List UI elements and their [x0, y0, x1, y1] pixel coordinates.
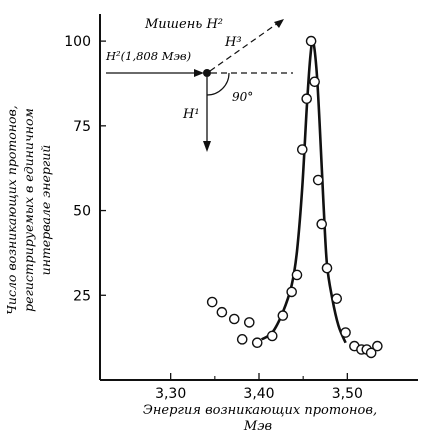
reaction-schematic: Мишень H² H²(1,808 Мэв) H³ H¹ 90°: [105, 17, 293, 152]
data-point: [243, 317, 255, 328]
h3-arrowhead: [274, 19, 284, 28]
data-point: [296, 144, 308, 155]
x-tick-label: 3,40: [243, 386, 274, 402]
h1-arrowhead: [203, 141, 211, 152]
h3-dashed-arrow: [209, 22, 279, 72]
angle-label: 90°: [232, 90, 253, 104]
data-point: [301, 93, 313, 105]
beam-arrowhead: [194, 69, 204, 77]
data-point: [216, 306, 228, 318]
y-ticks: 25 50 75 100: [64, 34, 106, 304]
data-point: [331, 293, 343, 304]
y-axis-label-line-2: регистрируемых в единичном: [21, 108, 36, 312]
data-point: [340, 327, 351, 338]
x-ticks: 3,30 3,40 3,50: [155, 373, 363, 402]
y-tick-label: 25: [73, 288, 91, 304]
target-dot: [203, 69, 211, 77]
data-point: [206, 296, 218, 308]
data-points: [206, 35, 383, 359]
data-point: [309, 76, 320, 88]
beam-label: H²(1,808 Мэв): [105, 49, 191, 63]
data-point: [316, 218, 328, 230]
data-point: [266, 330, 278, 342]
y-axis-label-line-3: интервале энергий: [38, 145, 53, 276]
data-point: [365, 347, 377, 359]
y-axis-label: Число возникающих протонов, регистрируем…: [4, 105, 53, 315]
x-tick-label: 3,30: [155, 386, 186, 402]
h1-label: H¹: [182, 107, 200, 122]
y-tick-label: 75: [73, 119, 91, 135]
data-point: [277, 310, 289, 321]
x-axis-label-line-2: Мэв: [243, 419, 272, 434]
y-axis-label-line-1: Число возникающих протонов,: [4, 105, 19, 315]
x-tick-label: 3,50: [332, 386, 363, 402]
data-point: [291, 269, 303, 281]
data-point: [251, 337, 263, 349]
data-point: [305, 35, 317, 47]
x-axis-label-line-1: Энергия возникающих протонов,: [143, 403, 377, 418]
y-tick-label: 50: [73, 204, 91, 220]
data-point: [321, 262, 333, 274]
data-point: [286, 286, 297, 298]
target-label: Мишень H²: [144, 17, 223, 32]
y-tick-label: 100: [64, 34, 91, 50]
data-point: [236, 334, 248, 345]
data-point: [372, 340, 383, 352]
data-point: [312, 174, 324, 186]
data-point: [228, 313, 240, 325]
h3-label: H³: [224, 35, 242, 50]
axes: [99, 14, 418, 381]
angle-arc: [206, 72, 230, 96]
